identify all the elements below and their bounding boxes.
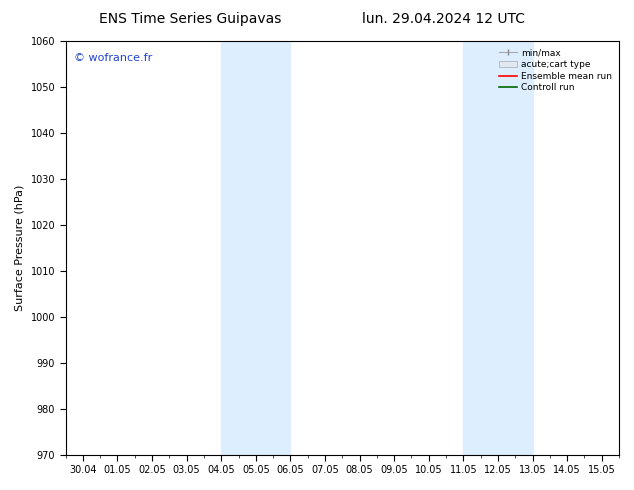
Text: ENS Time Series Guipavas: ENS Time Series Guipavas <box>99 12 281 26</box>
Bar <box>221 41 290 455</box>
Text: lun. 29.04.2024 12 UTC: lun. 29.04.2024 12 UTC <box>362 12 526 26</box>
Text: © wofrance.fr: © wofrance.fr <box>74 53 152 64</box>
Y-axis label: Surface Pressure (hPa): Surface Pressure (hPa) <box>15 185 25 311</box>
Legend: min/max, acute;cart type, Ensemble mean run, Controll run: min/max, acute;cart type, Ensemble mean … <box>496 46 614 95</box>
Bar <box>463 41 533 455</box>
